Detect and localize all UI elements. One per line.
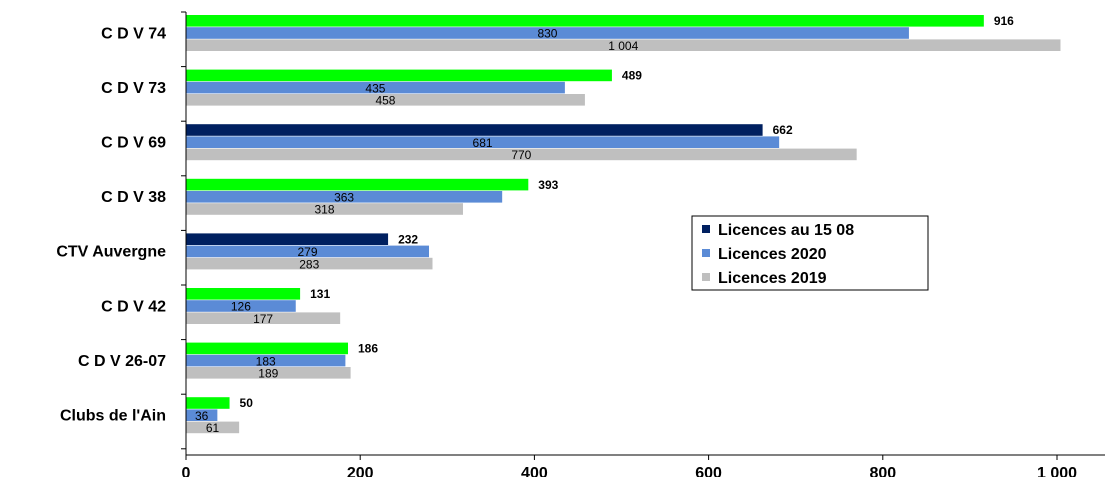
data-label: 681 (473, 136, 493, 150)
bar-licences-2019 (186, 39, 1061, 51)
legend-box (691, 215, 929, 291)
bar-licences-2019 (186, 312, 341, 324)
data-label: 283 (299, 257, 319, 271)
data-label: 458 (375, 94, 395, 108)
bar-licences-au-15-08 (186, 342, 349, 355)
data-label: 363 (334, 191, 354, 205)
legend-label: Licences 2020 (718, 246, 827, 263)
category-label: C D V 73 (101, 80, 166, 97)
data-label: 435 (365, 81, 385, 95)
bar-licences-2020 (186, 245, 430, 258)
x-tick-label: 400 (521, 465, 548, 477)
data-label: 126 (231, 300, 251, 314)
data-label: 183 (256, 354, 276, 368)
data-label: 131 (310, 287, 330, 301)
data-label: 770 (511, 148, 531, 162)
legend-label: Licences au 15 08 (718, 222, 854, 239)
bar-licences-2019 (186, 367, 351, 379)
data-label: 318 (314, 203, 334, 217)
bar-licences-2020 (186, 27, 909, 39)
x-tick-label: 800 (869, 465, 896, 477)
category-label: CTV Auvergne (56, 244, 166, 261)
bar-licences-2020 (186, 300, 296, 312)
bar-licences-2020 (186, 136, 780, 148)
legend: Licences au 15 08 Licences 2020 Licences 2… (691, 215, 929, 291)
bar-licences-2019 (186, 148, 857, 161)
bar-licences-au-15-08 (186, 69, 612, 82)
data-label: 662 (773, 123, 793, 137)
bar-licences-au-15-08 (186, 124, 763, 136)
bar-licences-2019 (186, 203, 463, 215)
bar-licences-au-15-08 (186, 15, 984, 27)
bar-licences-au-15-08 (186, 178, 529, 191)
data-label: 36 (195, 409, 209, 423)
data-label: 489 (622, 69, 642, 83)
data-label: 279 (297, 245, 317, 259)
bar-licences-2020 (186, 81, 565, 94)
category-label: C D V 42 (101, 298, 166, 315)
data-label: 1 004 (608, 39, 638, 53)
bar-licences-au-15-08 (186, 233, 389, 245)
x-tick-label: 0 (182, 465, 191, 477)
category-label: C D V 69 (101, 135, 166, 152)
bar-licences-au-15-08 (186, 397, 230, 409)
legend-swatch (702, 225, 710, 233)
data-label: 177 (253, 312, 273, 326)
bar-licences-2020 (186, 191, 503, 203)
x-tick-label: 200 (347, 465, 374, 477)
bar-licences-2020 (186, 409, 218, 421)
x-tick-label: 600 (695, 465, 722, 477)
data-label: 186 (358, 342, 378, 356)
x-tick-label: 1 000 (1037, 465, 1077, 477)
legend-label: Licences 2019 (718, 270, 827, 287)
data-label: 61 (206, 421, 220, 435)
data-label: 50 (240, 396, 254, 410)
data-label: 232 (398, 232, 418, 246)
bar-licences-au-15-08 (186, 288, 301, 300)
data-label: 393 (538, 178, 558, 192)
data-label: 830 (537, 27, 557, 41)
legend-swatch (702, 249, 710, 257)
bar-licences-2019 (186, 421, 240, 434)
category-label: Clubs de l'Ain (60, 408, 166, 425)
data-label: 916 (994, 14, 1014, 28)
category-label: C D V 74 (101, 25, 166, 42)
axes-layer: 0 200 400 600 800 1 000 (181, 11, 1105, 477)
category-label: C D V 38 (101, 189, 166, 206)
category-label: C D V 26-07 (78, 353, 166, 370)
bar-licences-2020 (186, 354, 346, 367)
legend-swatch (702, 273, 710, 281)
data-label: 189 (258, 367, 278, 381)
bar-licences-2019 (186, 94, 585, 106)
bar-licences-2019 (186, 257, 433, 270)
